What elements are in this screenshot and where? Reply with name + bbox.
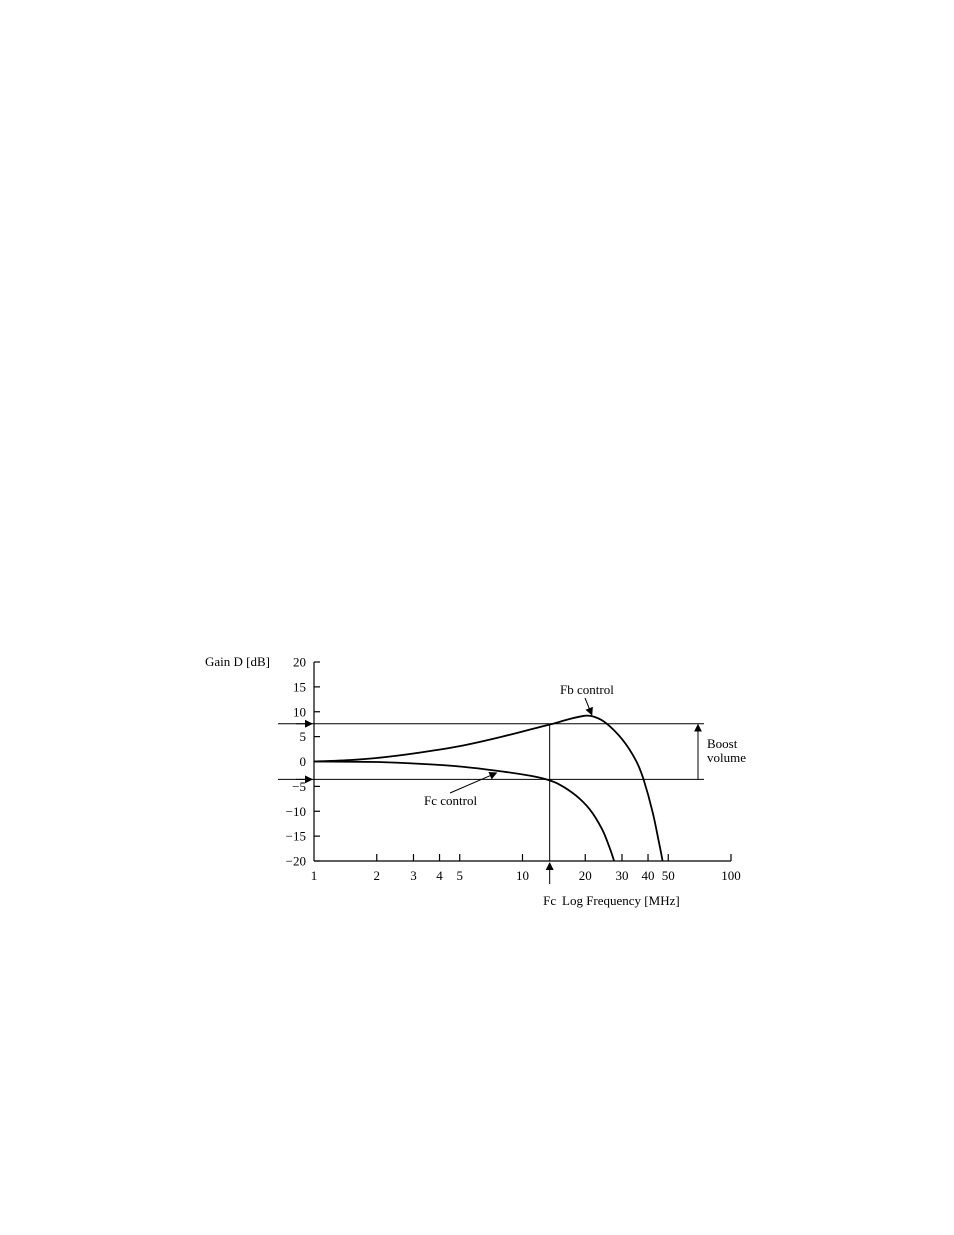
series-group	[313, 714, 664, 862]
series-curve	[313, 714, 664, 862]
y-tick-label: −5	[292, 779, 306, 794]
y-tick-label: 20	[293, 655, 306, 670]
boost-volume-label-line2: volume	[707, 750, 746, 765]
y-tick-label: −15	[286, 829, 306, 844]
x-tick-label: 20	[579, 868, 592, 883]
x-tick-label: 2	[374, 868, 381, 883]
x-axis-label: Log Frequency [MHz]	[562, 893, 680, 908]
fb-label-pointer	[584, 697, 593, 716]
y-tick-label: 5	[300, 729, 307, 744]
fc-label-pointer	[449, 772, 498, 794]
boost-volume-label-line1: Boost	[707, 736, 738, 751]
y-tick-label: −10	[286, 804, 306, 819]
x-tick-label: 5	[456, 868, 463, 883]
y-tick-label: 10	[293, 704, 306, 719]
y-axis-ticks: 20 15 10 5 0 −5 −10 −15 −20	[286, 655, 320, 869]
fb-control-label: Fb control	[560, 682, 614, 697]
y-tick-label: 0	[300, 754, 307, 769]
x-tick-label: 3	[410, 868, 417, 883]
x-tick-label: 30	[615, 868, 628, 883]
series-curve	[313, 760, 615, 862]
x-tick-label: 10	[516, 868, 529, 883]
y-tick-label: 15	[293, 679, 306, 694]
fc-control-label: Fc control	[424, 793, 477, 808]
x-tick-label: 40	[642, 868, 655, 883]
y-axis-label: Gain D [dB]	[205, 654, 270, 669]
x-axis-ticks: 1 2 3 4 5 10 20 30 40 50 100	[311, 854, 741, 883]
x-tick-label: 50	[662, 868, 675, 883]
x-tick-label: 4	[436, 868, 443, 883]
x-tick-label: 1	[311, 868, 318, 883]
y-tick-label: −20	[286, 854, 306, 869]
fc-marker-label: Fc	[543, 893, 556, 908]
x-tick-label: 100	[721, 868, 741, 883]
